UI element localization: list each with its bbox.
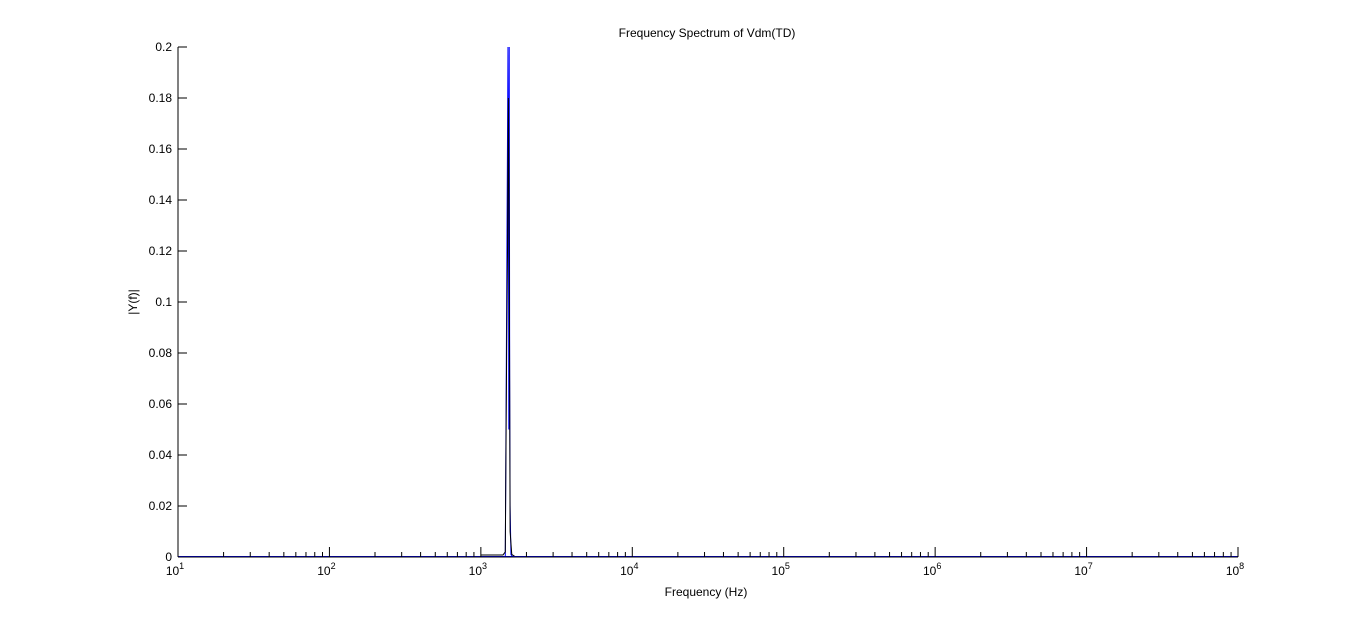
x-tick-label: 104 [620, 561, 638, 578]
x-tick-label: 105 [772, 561, 790, 578]
series-line-1 [480, 97, 517, 558]
y-tick-label: 0.1 [155, 295, 172, 309]
x-tick-label: 103 [469, 561, 487, 578]
y-tick-label: 0.12 [149, 244, 173, 258]
y-tick-label: 0.2 [155, 40, 172, 54]
y-tick-label: 0.08 [149, 346, 173, 360]
x-axis-label: Frequency (Hz) [665, 585, 748, 599]
y-tick-label: 0 [165, 550, 172, 564]
y-tick-label: 0.14 [149, 193, 173, 207]
y-axis-label: |Y(f)| [126, 289, 140, 315]
x-tick-label: 106 [923, 561, 941, 578]
y-tick-label: 0.16 [149, 142, 173, 156]
axes: 0 0.02 0.04 0.06 0.08 0.1 0.12 0.14 0.16 0.18 0.2 1… [149, 40, 1245, 578]
x-tick-label: 101 [166, 561, 184, 578]
y-tick-label: 0.02 [149, 499, 173, 513]
chart-title: Frequency Spectrum of Vdm(TD) [619, 26, 796, 40]
y-tick-label: 0.18 [149, 91, 173, 105]
x-tick-label: 108 [1226, 561, 1244, 578]
plot-area [178, 46, 1238, 558]
y-tick-label: 0.06 [149, 397, 173, 411]
y-tick-label: 0.04 [149, 448, 173, 462]
x-tick-label: 102 [317, 561, 335, 578]
x-tick-label: 107 [1074, 561, 1092, 578]
